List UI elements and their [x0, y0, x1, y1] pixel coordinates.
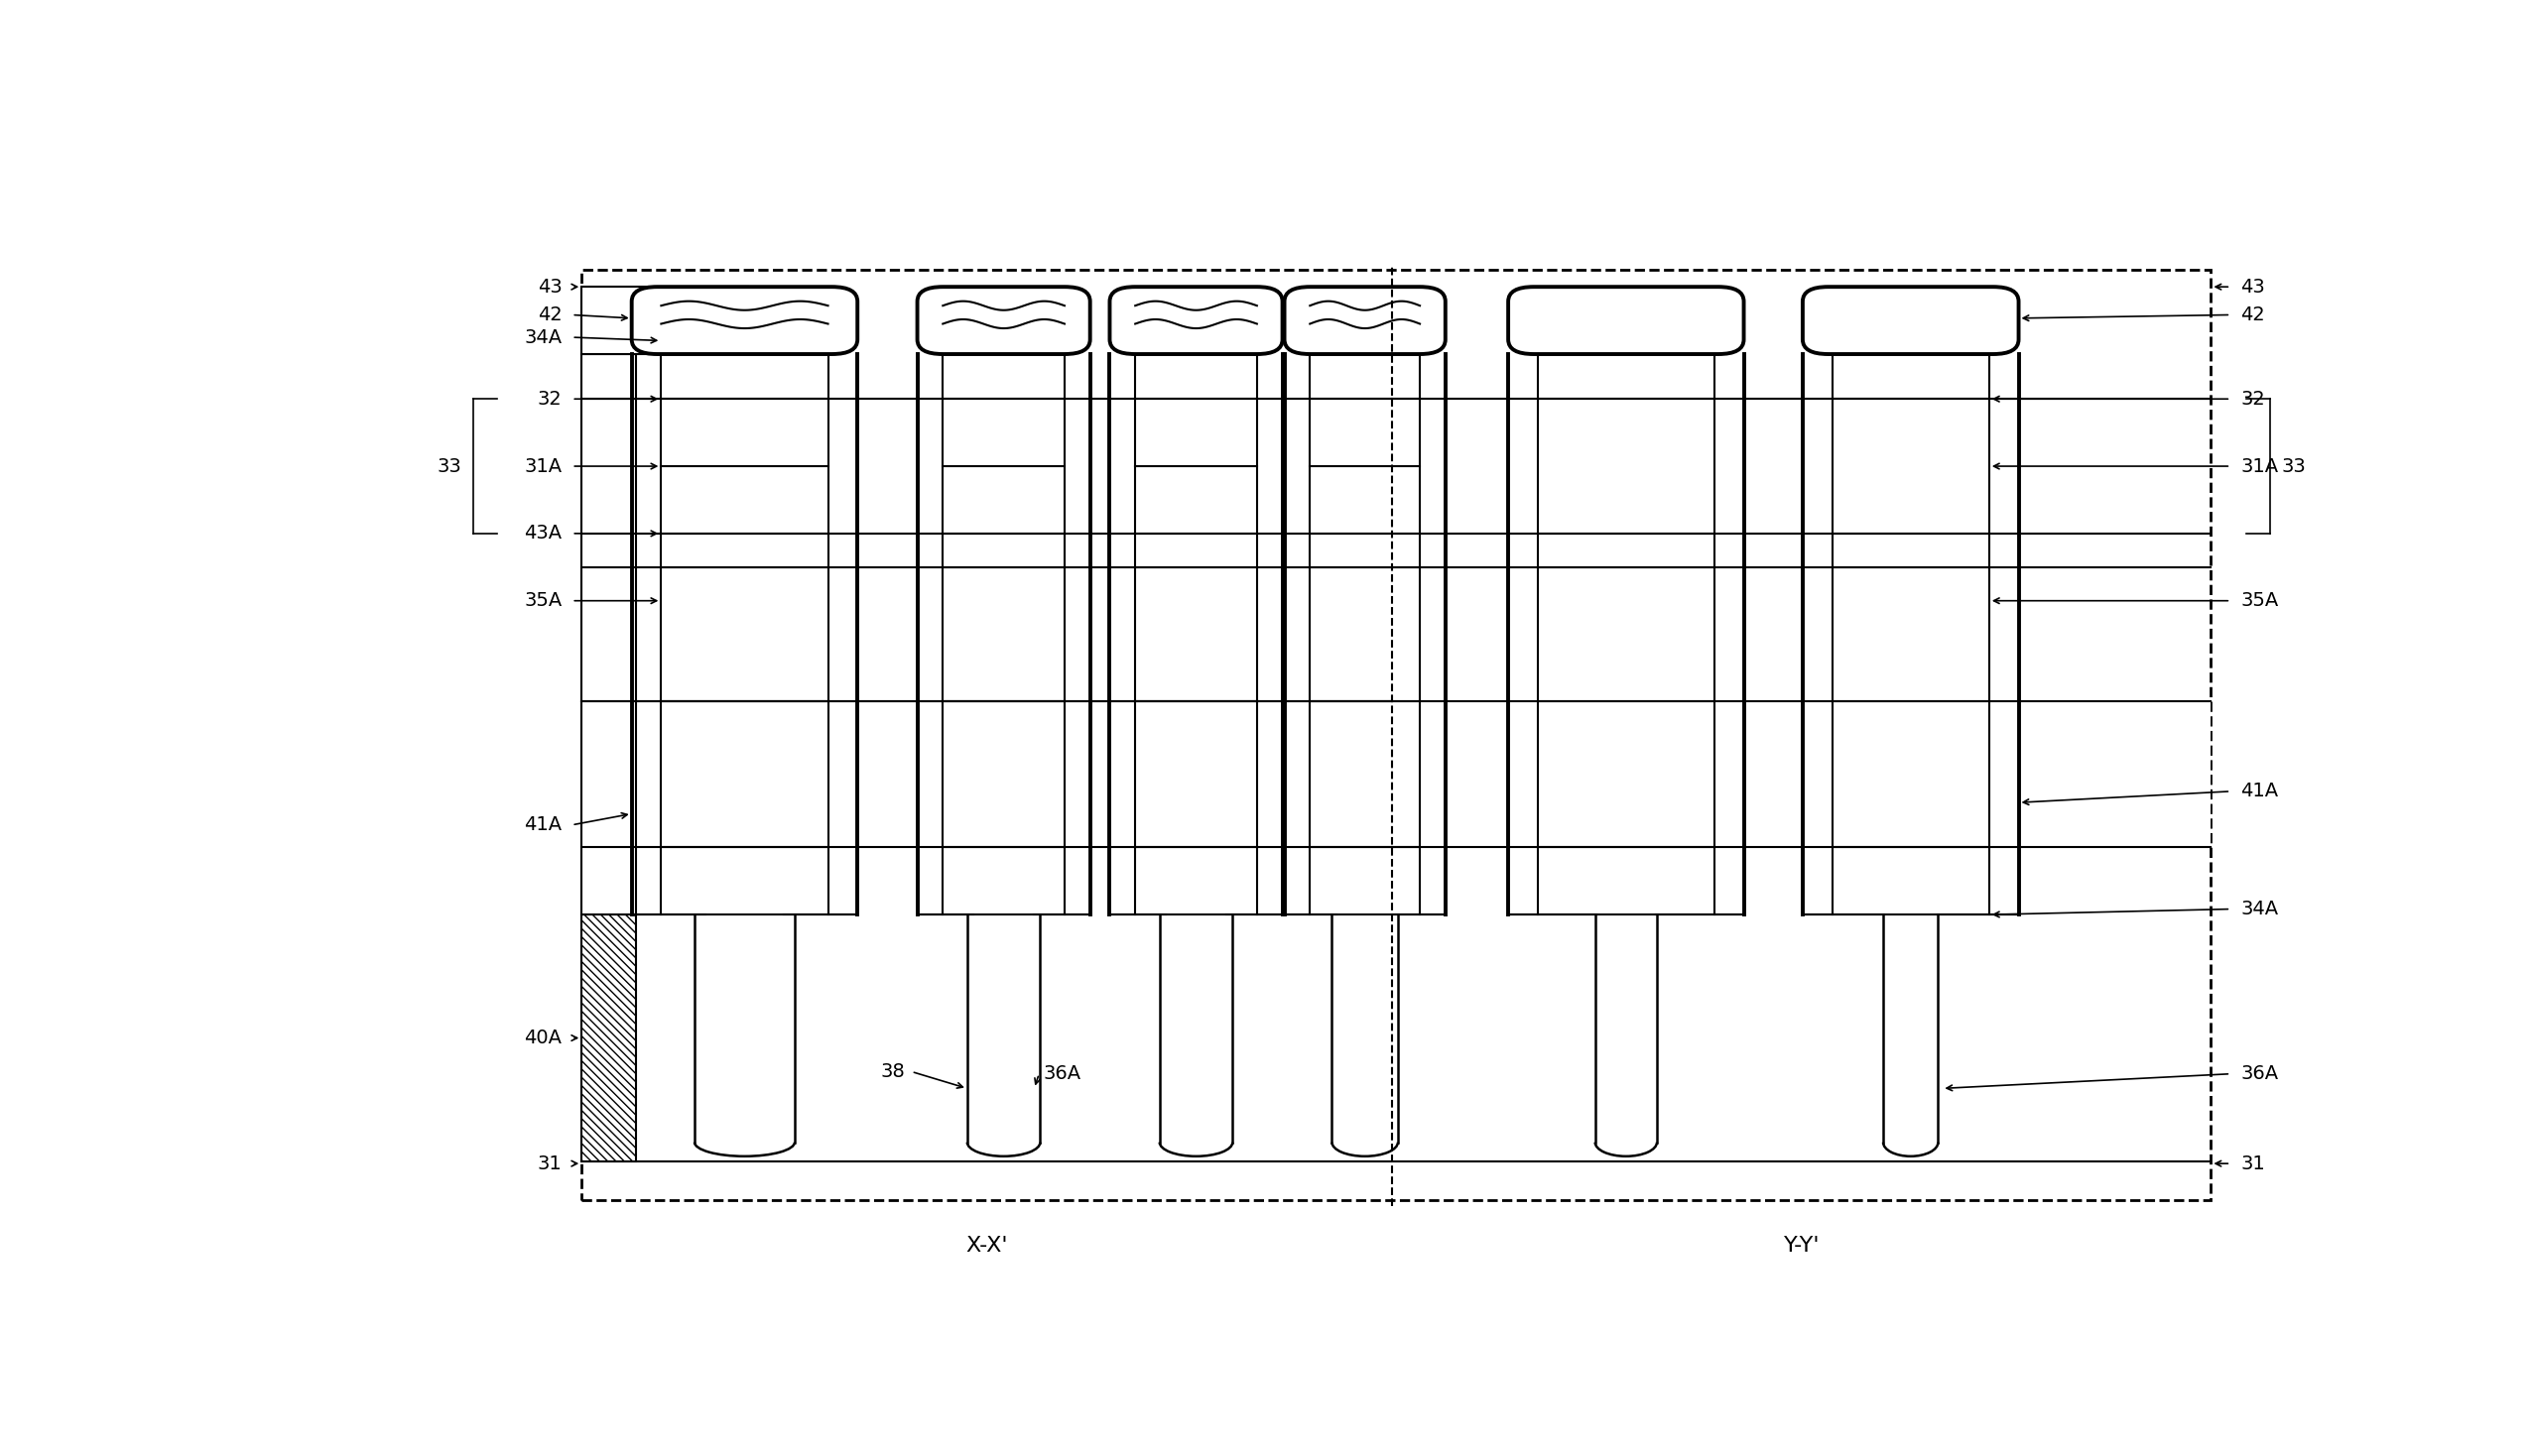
Bar: [583, 269, 2211, 1201]
Bar: [583, 914, 636, 1162]
Text: 42: 42: [2242, 306, 2265, 325]
Text: 31: 31: [537, 1155, 562, 1174]
Bar: [1743, 702, 1803, 847]
Bar: [942, 568, 1064, 702]
Bar: [1135, 568, 1256, 702]
Bar: [1393, 702, 2211, 847]
Text: 38: 38: [881, 1063, 907, 1080]
Text: 35A: 35A: [2242, 591, 2277, 610]
Bar: [583, 568, 1393, 702]
Text: 32: 32: [2242, 390, 2265, 408]
Bar: [583, 287, 750, 354]
Bar: [1393, 568, 1446, 702]
Text: 40A: 40A: [524, 1028, 562, 1047]
Bar: [661, 466, 828, 533]
FancyBboxPatch shape: [917, 287, 1089, 354]
FancyBboxPatch shape: [1109, 287, 1282, 354]
Bar: [859, 702, 917, 847]
Bar: [631, 354, 859, 914]
Text: 35A: 35A: [524, 591, 562, 610]
Bar: [1596, 914, 1657, 1156]
Bar: [1393, 399, 1446, 533]
FancyBboxPatch shape: [1284, 287, 1446, 354]
Bar: [661, 568, 828, 702]
Text: 31A: 31A: [2242, 457, 2277, 476]
Bar: [1160, 914, 1234, 1156]
Bar: [942, 466, 1064, 533]
Bar: [1310, 702, 1421, 847]
Bar: [1310, 399, 1421, 466]
Text: 31: 31: [2242, 1155, 2265, 1174]
Bar: [1284, 354, 1446, 914]
Text: 36A: 36A: [2242, 1064, 2277, 1083]
Bar: [968, 914, 1041, 1156]
Text: 32: 32: [537, 390, 562, 408]
Text: 43: 43: [537, 278, 562, 296]
FancyBboxPatch shape: [631, 287, 859, 354]
Bar: [1089, 702, 1109, 847]
FancyBboxPatch shape: [1803, 287, 2019, 354]
Bar: [661, 702, 828, 847]
Bar: [2019, 702, 2211, 847]
Bar: [1089, 399, 1109, 533]
Bar: [1135, 466, 1256, 533]
Text: 43: 43: [2242, 278, 2265, 296]
Bar: [1803, 354, 2019, 914]
Bar: [1310, 568, 1421, 702]
Bar: [1135, 399, 1256, 466]
Bar: [917, 354, 1089, 914]
Bar: [583, 354, 636, 914]
Text: 36A: 36A: [1044, 1064, 1082, 1083]
Text: 42: 42: [537, 306, 562, 325]
Bar: [1332, 914, 1398, 1156]
Text: X-X': X-X': [965, 1236, 1008, 1255]
Bar: [859, 568, 917, 702]
Bar: [1089, 568, 1109, 702]
Bar: [859, 399, 917, 533]
Bar: [583, 269, 2211, 1201]
Bar: [942, 702, 1064, 847]
Text: 33: 33: [2282, 457, 2305, 476]
Text: 41A: 41A: [2242, 782, 2277, 801]
Bar: [1310, 466, 1421, 533]
Bar: [942, 399, 1064, 466]
Bar: [1882, 914, 1938, 1156]
Text: 31A: 31A: [524, 457, 562, 476]
Bar: [1507, 354, 1743, 914]
FancyBboxPatch shape: [1507, 287, 1743, 354]
Bar: [1393, 702, 1446, 847]
Text: 43A: 43A: [524, 524, 562, 543]
Bar: [694, 914, 795, 1156]
Bar: [1831, 702, 1988, 847]
Bar: [1538, 702, 1715, 847]
Text: 33: 33: [438, 457, 461, 476]
Text: 41A: 41A: [524, 815, 562, 834]
Text: Y-Y': Y-Y': [1783, 1236, 1819, 1255]
Bar: [661, 399, 828, 466]
Text: 34A: 34A: [524, 328, 562, 347]
Bar: [1109, 354, 1282, 914]
Bar: [583, 702, 1393, 847]
Bar: [583, 399, 1393, 533]
Bar: [1135, 702, 1256, 847]
Text: 34A: 34A: [2242, 900, 2277, 919]
